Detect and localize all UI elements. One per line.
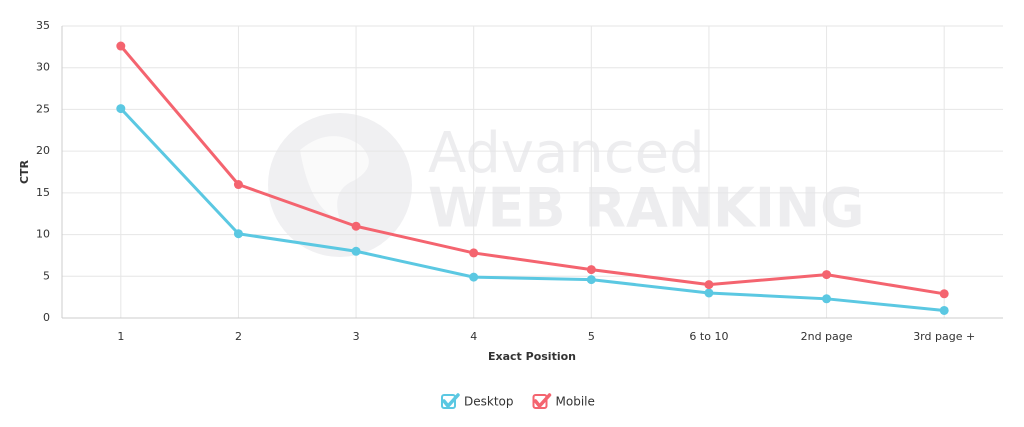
x-tick-label: 5: [588, 330, 595, 343]
data-point: [939, 305, 949, 315]
y-axis-title: CTR: [18, 159, 31, 184]
x-tick-label: 1: [117, 330, 124, 343]
watermark-globe: [268, 113, 412, 257]
x-axis-title: Exact Position: [488, 350, 576, 363]
y-tick-label: 20: [36, 144, 50, 157]
series-line: [119, 45, 945, 296]
y-tick-label: 15: [36, 186, 50, 199]
data-point: [351, 246, 361, 256]
data-point: [704, 280, 714, 290]
legend-check[interactable]: [533, 393, 552, 409]
y-tick-label: 25: [36, 102, 50, 115]
x-tick-label: 4: [470, 330, 477, 343]
data-point: [116, 41, 126, 51]
y-tick-label: 0: [43, 311, 50, 324]
series-line: [119, 107, 945, 312]
legend-label[interactable]: Desktop: [464, 395, 514, 409]
x-tick-label: 2nd page: [801, 330, 853, 343]
data-point: [469, 272, 479, 282]
x-tick-label: 3: [353, 330, 360, 343]
data-point: [233, 229, 243, 239]
data-point: [822, 294, 832, 304]
legend-item[interactable]: Desktop: [441, 393, 514, 409]
data-point: [233, 180, 243, 190]
data-point: [822, 270, 832, 280]
legend-check[interactable]: [442, 393, 460, 409]
watermark-text: WEB RANKING: [428, 177, 864, 240]
y-tick-label: 5: [43, 269, 50, 282]
legend-item[interactable]: Mobile: [532, 393, 595, 409]
data-point: [939, 289, 949, 299]
data-point: [704, 288, 714, 298]
data-point: [469, 248, 479, 258]
legend-label[interactable]: Mobile: [556, 395, 595, 409]
x-tick-label: 6 to 10: [689, 330, 728, 343]
data-point: [586, 265, 596, 275]
y-tick-label: 35: [36, 19, 50, 32]
x-tick-label: 3rd page +: [913, 330, 975, 343]
y-tick-label: 10: [36, 228, 50, 241]
data-point: [586, 275, 596, 285]
data-point: [116, 104, 126, 114]
y-tick-label: 30: [36, 61, 50, 74]
x-tick-label: 2: [235, 330, 242, 343]
data-point: [351, 221, 361, 231]
